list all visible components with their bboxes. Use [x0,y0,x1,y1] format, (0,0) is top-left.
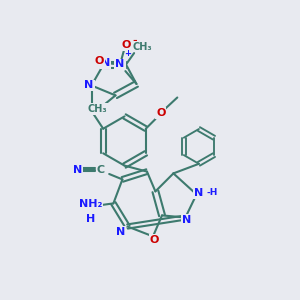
Text: CH₃: CH₃ [133,41,152,52]
Text: N: N [73,165,82,175]
Text: N: N [85,80,94,91]
Text: -H: -H [206,188,218,197]
Text: O: O [122,40,131,50]
Text: NH₂: NH₂ [79,199,102,209]
Text: O: O [156,108,166,118]
Text: H: H [86,201,95,212]
Text: N: N [116,59,124,70]
Text: -: - [133,35,137,46]
Text: O: O [150,235,159,245]
Text: N: N [194,188,203,198]
Text: C: C [97,165,105,175]
Text: O: O [94,56,104,67]
Text: N: N [182,215,191,225]
Text: N: N [101,58,110,68]
Text: H: H [86,214,95,224]
Text: N: N [116,227,125,237]
Text: CH₃: CH₃ [88,104,107,114]
Text: +: + [124,50,131,58]
